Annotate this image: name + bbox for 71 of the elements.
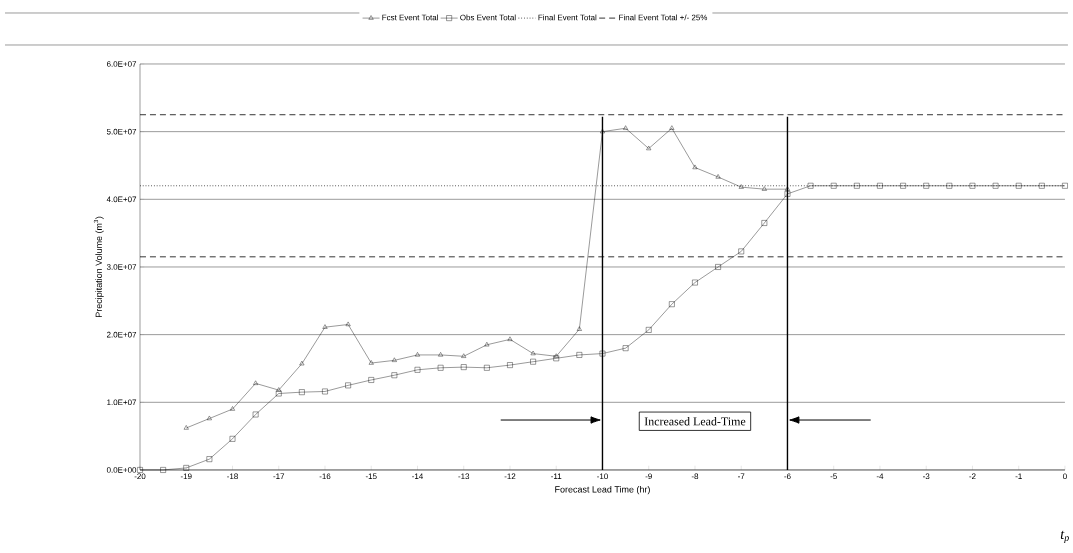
- point: [807, 183, 814, 189]
- point: [669, 125, 675, 130]
- point: [345, 382, 351, 389]
- point: [784, 191, 791, 197]
- point: [322, 388, 328, 395]
- point: [437, 365, 444, 371]
- point: [553, 355, 560, 362]
- annotation: Increased Lead-Time: [644, 417, 746, 426]
- point: [553, 353, 559, 358]
- point: [414, 367, 421, 373]
- point: [252, 411, 259, 418]
- point: [438, 352, 444, 357]
- point: [460, 364, 467, 370]
- x-axis-title: Forecast Lead Time (hr): [555, 485, 650, 495]
- point: [738, 248, 745, 255]
- point: [669, 301, 675, 307]
- point: [854, 183, 860, 189]
- point: [877, 183, 883, 189]
- point: [415, 352, 420, 357]
- point: [900, 183, 906, 189]
- point: [206, 456, 213, 462]
- point: [715, 264, 721, 270]
- point: [785, 186, 790, 191]
- point: [623, 125, 629, 130]
- point: [275, 390, 282, 397]
- text: t$_{p}$: [1060, 530, 1069, 544]
- y-axis-title: Precipitation Volume (m$^{3}$): [93, 216, 104, 317]
- point: [183, 465, 190, 471]
- point: [206, 415, 212, 421]
- point: [230, 406, 235, 411]
- point: [391, 357, 397, 362]
- point: [461, 353, 467, 358]
- point: [761, 186, 767, 191]
- point: [484, 365, 490, 371]
- point: [391, 372, 398, 379]
- point: [738, 184, 744, 189]
- point: [368, 360, 374, 365]
- point: [507, 336, 513, 341]
- point: [299, 360, 305, 366]
- point: [992, 183, 999, 189]
- point: [484, 342, 490, 347]
- point: [715, 174, 721, 179]
- point: [830, 183, 837, 189]
- point: [600, 128, 605, 134]
- point: [761, 220, 768, 226]
- point: [368, 377, 375, 383]
- point: [322, 324, 328, 329]
- point: [576, 326, 582, 331]
- point: [946, 183, 953, 189]
- point: [692, 164, 698, 170]
- point: [576, 352, 583, 358]
- point: [183, 425, 189, 430]
- point: [645, 327, 652, 333]
- point: [969, 183, 976, 189]
- point: [599, 350, 606, 357]
- point: [1062, 183, 1068, 189]
- point: [299, 389, 305, 395]
- point: [923, 183, 929, 189]
- point: [530, 350, 536, 356]
- point: [692, 279, 698, 286]
- point: [160, 467, 166, 473]
- point: [345, 321, 351, 326]
- point: [1015, 183, 1022, 189]
- point: [1039, 183, 1045, 189]
- point: [507, 362, 513, 368]
- point: [530, 358, 536, 365]
- point: [622, 345, 629, 351]
- point: [229, 436, 236, 442]
- point: [253, 380, 259, 385]
- point: [276, 387, 282, 392]
- point: [646, 145, 652, 151]
